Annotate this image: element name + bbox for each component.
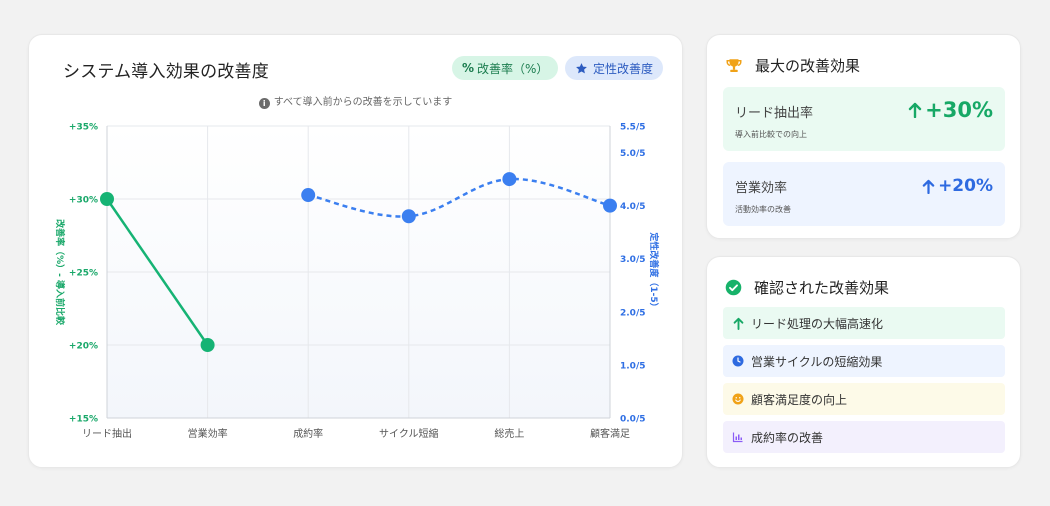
- max-improvement-card: 最大の改善効果 リード抽出率 +30% 導入前比較での向上 営業効率 +20% …: [706, 34, 1021, 239]
- y-left-axis-title: 改善率（%）- 導入前比較: [54, 219, 66, 326]
- clock-icon: [732, 355, 744, 367]
- x-tick-label: 総売上: [494, 427, 524, 440]
- list-item-label: 顧客満足度の向上: [751, 392, 848, 407]
- metric-sub: 導入前比較での向上: [735, 130, 807, 139]
- list-item: 顧客満足度の向上: [723, 383, 1005, 415]
- smile-icon: [732, 393, 744, 405]
- data-point-qualitative: [603, 198, 617, 213]
- y-right-tick-label: 4.0/5: [620, 202, 646, 212]
- confirmed-improvements-card: 確認された改善効果 リード処理の大幅高速化 営業サイクルの短縮効果 顧客満足度の…: [706, 256, 1021, 468]
- metric-sub: 活動効率の改善: [735, 205, 791, 214]
- x-tick-label: サイクル短縮: [379, 427, 439, 440]
- y-right-tick-label: 2.0/5: [620, 308, 646, 318]
- chart-note-text: すべて導入前からの改善を示しています: [273, 97, 453, 108]
- line-chart: +15% +20% +25% +30% +35% 0.0/5 1.0/5 2.0/5 3.0/5…: [54, 123, 660, 441]
- legend-quality-label: 定性改善度: [592, 61, 653, 76]
- chart-note: i すべて導入前からの改善を示しています: [29, 93, 682, 109]
- list-item: 営業サイクルの短縮効果: [723, 345, 1005, 377]
- y-left-tick-label: +35%: [69, 123, 98, 133]
- x-tick-label: リード抽出: [82, 427, 132, 440]
- y-right-tick-label: 5.5/5: [620, 123, 646, 133]
- metric-value: +20%: [922, 176, 993, 196]
- list-item-label: 営業サイクルの短縮効果: [751, 354, 883, 369]
- data-point-qualitative: [301, 188, 316, 203]
- data-point-qualitative: [502, 172, 517, 187]
- data-point-rate: [200, 338, 215, 352]
- trophy-icon: [726, 58, 742, 72]
- y-left-tick-label: +30%: [69, 196, 98, 206]
- arrow-up-icon: [733, 317, 743, 330]
- y-left-tick-label: +15%: [69, 415, 98, 425]
- series-line-qualitative: [307, 177, 611, 218]
- x-tick-label: 営業効率: [188, 427, 228, 440]
- check-circle-icon: [725, 279, 742, 296]
- y-right-tick-label: 0.0/5: [620, 415, 646, 425]
- legend-rate-pill[interactable]: % 改善率（%）: [452, 56, 558, 80]
- arrow-up-icon: [922, 179, 935, 194]
- list-item: リード処理の大幅高速化: [723, 307, 1005, 339]
- list-item: 成約率の改善: [723, 421, 1005, 453]
- chart-title: システム導入効果の改善度: [63, 62, 269, 82]
- series-line-rate: [105, 198, 209, 346]
- data-point-qualitative: [401, 209, 416, 224]
- star-icon: [576, 62, 587, 73]
- metric-lead-extraction: リード抽出率 +30% 導入前比較での向上: [723, 87, 1005, 151]
- legend-rate-label: 改善率（%）: [477, 61, 549, 76]
- chart-card: システム導入効果の改善度 % 改善率（%） 定性改善度 i すべて導入前からの改善…: [28, 34, 683, 468]
- metric-label: リード抽出率: [735, 106, 814, 121]
- bar-chart-icon: [732, 432, 743, 443]
- info-icon: i: [258, 98, 270, 109]
- y-left-tick-label: +25%: [69, 269, 98, 279]
- metric-value: +30%: [908, 98, 993, 122]
- data-point-rate: [100, 192, 114, 206]
- y-right-tick-label: 3.0/5: [620, 255, 646, 265]
- percent-icon: %: [462, 61, 475, 75]
- legend-quality-pill[interactable]: 定性改善度: [565, 56, 663, 80]
- y-right-axis-title: 定性改善度（1-5）: [648, 231, 660, 311]
- list-item-label: リード処理の大幅高速化: [751, 316, 884, 331]
- arrow-up-icon: [908, 102, 922, 118]
- y-right-tick-label: 1.0/5: [620, 361, 646, 371]
- y-left-tick-label: +20%: [69, 342, 98, 352]
- confirm-card-title: 確認された改善効果: [754, 279, 890, 297]
- metric-label: 営業効率: [735, 181, 788, 196]
- y-right-tick-label: 5.0/5: [620, 149, 646, 159]
- metric-sales-efficiency: 営業効率 +20% 活動効率の改善: [723, 162, 1005, 226]
- max-card-title: 最大の改善効果: [755, 57, 861, 75]
- x-tick-label: 成約率: [293, 427, 323, 440]
- list-item-label: 成約率の改善: [751, 430, 824, 445]
- x-tick-label: 顧客満足: [590, 427, 630, 440]
